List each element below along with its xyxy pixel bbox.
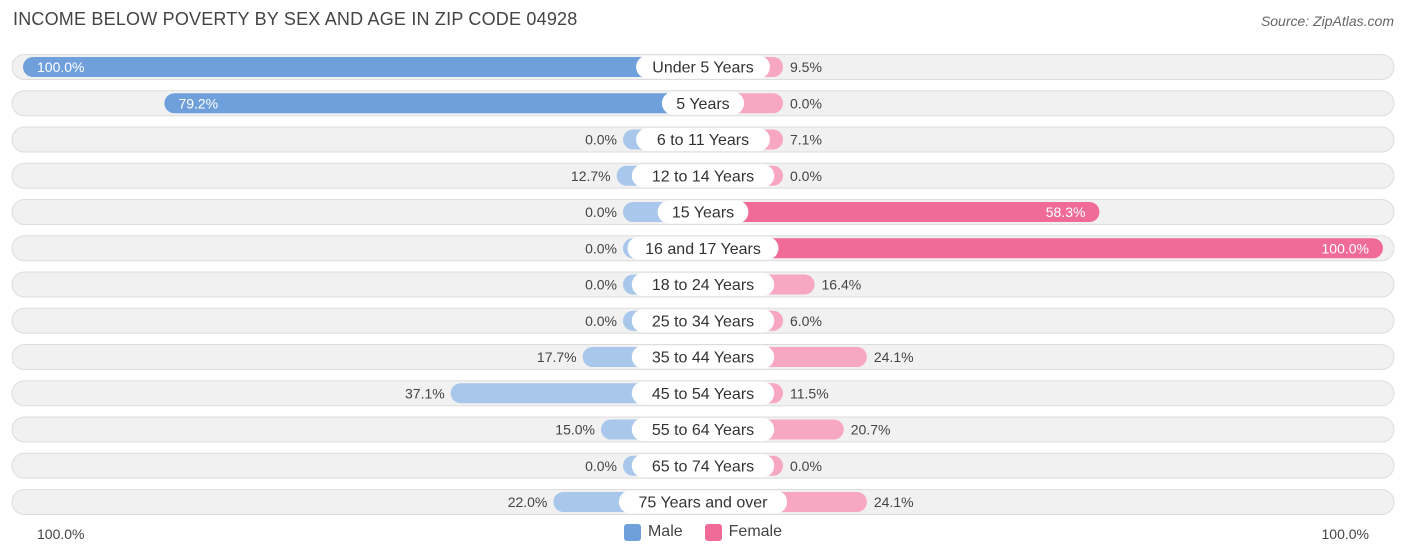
category-label: 25 to 34 Years: [652, 313, 754, 330]
category-label: 16 and 17 Years: [645, 241, 761, 258]
female-value-label: 9.5%: [790, 59, 822, 75]
male-bar: [164, 93, 703, 114]
legend: Male Female: [0, 523, 1406, 541]
legend-label-male: Male: [647, 523, 683, 540]
female-value-label: 20.7%: [851, 422, 891, 438]
category-pill: [631, 381, 775, 405]
category-pill: [631, 273, 775, 296]
male-value-label: 0.0%: [585, 132, 617, 148]
legend-label-female: Female: [728, 523, 783, 540]
category-pill: [636, 55, 770, 79]
male-value-label: 0.0%: [585, 313, 617, 329]
legend-item-female: Female: [704, 523, 783, 541]
category-label: 35 to 44 Years: [652, 350, 754, 367]
category-pill: [631, 309, 775, 333]
axis-right-label: 100.0%: [1321, 526, 1369, 542]
legend-swatch-female: [704, 523, 722, 541]
female-value-label: 0.0%: [790, 95, 822, 111]
category-pill: [631, 418, 775, 441]
legend-swatch-male: [623, 523, 641, 541]
category-pill: [657, 200, 749, 224]
category-label: 18 to 24 Years: [652, 277, 754, 294]
category-pill: [631, 454, 775, 478]
category-pill: [627, 236, 779, 260]
category-label: 6 to 11 Years: [657, 132, 749, 149]
female-value-label: 100.0%: [1322, 240, 1369, 256]
category-pill: [661, 91, 745, 115]
category-label: 75 Years and over: [639, 495, 769, 512]
male-value-label: 37.1%: [405, 385, 445, 401]
female-value-label: 58.3%: [1046, 204, 1086, 220]
female-value-label: 16.4%: [822, 277, 862, 293]
category-label: 5 Years: [676, 96, 729, 113]
male-value-label: 0.0%: [585, 204, 617, 220]
category-pill: [631, 164, 775, 188]
female-value-label: 24.1%: [874, 349, 914, 365]
male-value-label: 12.7%: [571, 168, 611, 184]
legend-item-male: Male: [623, 523, 683, 541]
chart-source: Source: ZipAtlas.com: [1260, 13, 1394, 29]
category-pill: [631, 345, 775, 369]
female-value-label: 0.0%: [790, 168, 822, 184]
category-label: Under 5 Years: [652, 60, 753, 77]
chart-title: INCOME BELOW POVERTY BY SEX AND AGE IN Z…: [13, 9, 578, 29]
female-bar: [703, 238, 1383, 259]
male-value-label: 0.0%: [585, 240, 617, 256]
category-label: 55 to 64 Years: [652, 422, 754, 439]
male-value-label: 22.0%: [508, 494, 548, 510]
female-value-label: 6.0%: [790, 313, 822, 329]
category-pill: [636, 128, 770, 151]
male-value-label: 79.2%: [178, 95, 218, 111]
category-label: 15 Years: [672, 205, 734, 222]
female-value-label: 24.1%: [874, 494, 914, 510]
category-label: 65 to 74 Years: [652, 458, 754, 475]
category-pill: [618, 490, 788, 514]
female-value-label: 11.5%: [790, 385, 829, 401]
female-value-label: 7.1%: [790, 132, 822, 148]
female-bar: [703, 202, 1100, 222]
category-label: 12 to 14 Years: [652, 168, 754, 185]
male-value-label: 15.0%: [555, 422, 595, 438]
male-value-label: 100.0%: [37, 59, 84, 75]
axis-left-label: 100.0%: [37, 526, 85, 542]
male-bar: [23, 57, 703, 77]
male-value-label: 17.7%: [537, 349, 577, 365]
category-label: 45 to 54 Years: [652, 386, 754, 403]
male-value-label: 0.0%: [585, 458, 617, 474]
male-value-label: 0.0%: [585, 277, 617, 293]
female-value-label: 0.0%: [790, 458, 822, 474]
